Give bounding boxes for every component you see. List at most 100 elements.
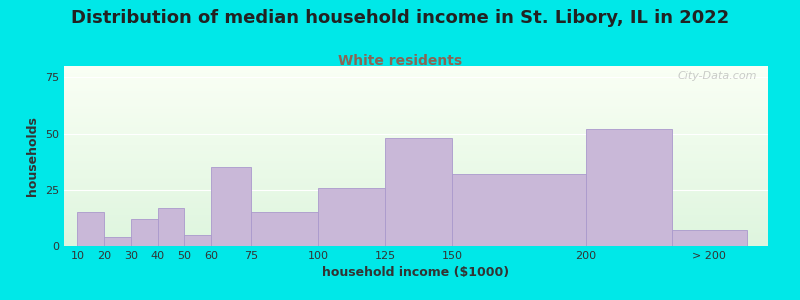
Bar [64, 77, 768, 79]
Bar [64, 71, 768, 73]
Bar [64, 106, 768, 107]
Bar [64, 221, 768, 223]
Bar [104, 237, 131, 246]
Bar [64, 118, 768, 120]
Bar [64, 66, 768, 68]
Bar [64, 194, 768, 196]
X-axis label: household income ($1000): household income ($1000) [322, 266, 510, 279]
Bar [64, 203, 768, 205]
Bar [64, 160, 768, 161]
Bar [64, 176, 768, 178]
Bar [386, 138, 452, 246]
Bar [158, 208, 185, 246]
Bar [64, 111, 768, 113]
Bar [64, 239, 768, 241]
Bar [64, 97, 768, 98]
Bar [64, 120, 768, 122]
Bar [64, 125, 768, 127]
Bar [64, 131, 768, 133]
Bar [64, 133, 768, 134]
Bar [211, 167, 251, 246]
Bar [64, 165, 768, 167]
Bar [64, 122, 768, 124]
Bar [64, 140, 768, 142]
Bar [64, 79, 768, 80]
Bar [64, 134, 768, 136]
Bar [64, 196, 768, 197]
Text: City-Data.com: City-Data.com [678, 71, 758, 81]
Bar [64, 185, 768, 187]
Bar [64, 187, 768, 188]
Bar [64, 91, 768, 93]
Bar [64, 190, 768, 192]
Bar [672, 230, 746, 246]
Bar [64, 174, 768, 176]
Bar [64, 214, 768, 215]
Bar [131, 219, 158, 246]
Bar [64, 151, 768, 152]
Bar [64, 188, 768, 190]
Bar [64, 167, 768, 169]
Bar [64, 179, 768, 181]
Bar [64, 73, 768, 75]
Bar [64, 145, 768, 147]
Bar [64, 113, 768, 115]
Bar [64, 115, 768, 116]
Bar [64, 70, 768, 71]
Bar [64, 212, 768, 214]
Bar [64, 199, 768, 201]
Bar [64, 109, 768, 111]
Bar [64, 201, 768, 203]
Bar [64, 163, 768, 165]
Bar [586, 129, 672, 246]
Bar [64, 241, 768, 242]
Bar [64, 224, 768, 226]
Bar [64, 178, 768, 179]
Bar [64, 147, 768, 149]
Bar [64, 86, 768, 88]
Bar [64, 232, 768, 233]
Bar [64, 107, 768, 109]
Bar [64, 197, 768, 199]
Bar [64, 244, 768, 246]
Bar [64, 104, 768, 106]
Bar [64, 100, 768, 102]
Bar [64, 210, 768, 212]
Bar [64, 80, 768, 82]
Bar [64, 143, 768, 145]
Bar [64, 228, 768, 230]
Bar [64, 192, 768, 194]
Bar [64, 169, 768, 170]
Bar [64, 217, 768, 219]
Bar [64, 124, 768, 125]
Bar [64, 129, 768, 131]
Bar [64, 206, 768, 208]
Bar [64, 84, 768, 86]
Bar [64, 215, 768, 217]
Bar [64, 226, 768, 228]
Bar [64, 152, 768, 154]
Text: Distribution of median household income in St. Libory, IL in 2022: Distribution of median household income … [71, 9, 729, 27]
Bar [64, 156, 768, 158]
Bar [185, 235, 211, 246]
Bar [64, 230, 768, 232]
Y-axis label: households: households [26, 116, 39, 196]
Bar [64, 183, 768, 185]
Bar [64, 235, 768, 237]
Bar [64, 138, 768, 140]
Bar [64, 98, 768, 100]
Bar [64, 75, 768, 77]
Bar [64, 158, 768, 160]
Bar [64, 136, 768, 138]
Bar [251, 212, 318, 246]
Bar [64, 142, 768, 143]
Bar [452, 174, 586, 246]
Bar [64, 89, 768, 91]
Bar [64, 219, 768, 221]
Bar [318, 188, 386, 246]
Bar [64, 154, 768, 156]
Bar [64, 95, 768, 97]
Bar [64, 149, 768, 151]
Bar [64, 181, 768, 183]
Bar [64, 205, 768, 206]
